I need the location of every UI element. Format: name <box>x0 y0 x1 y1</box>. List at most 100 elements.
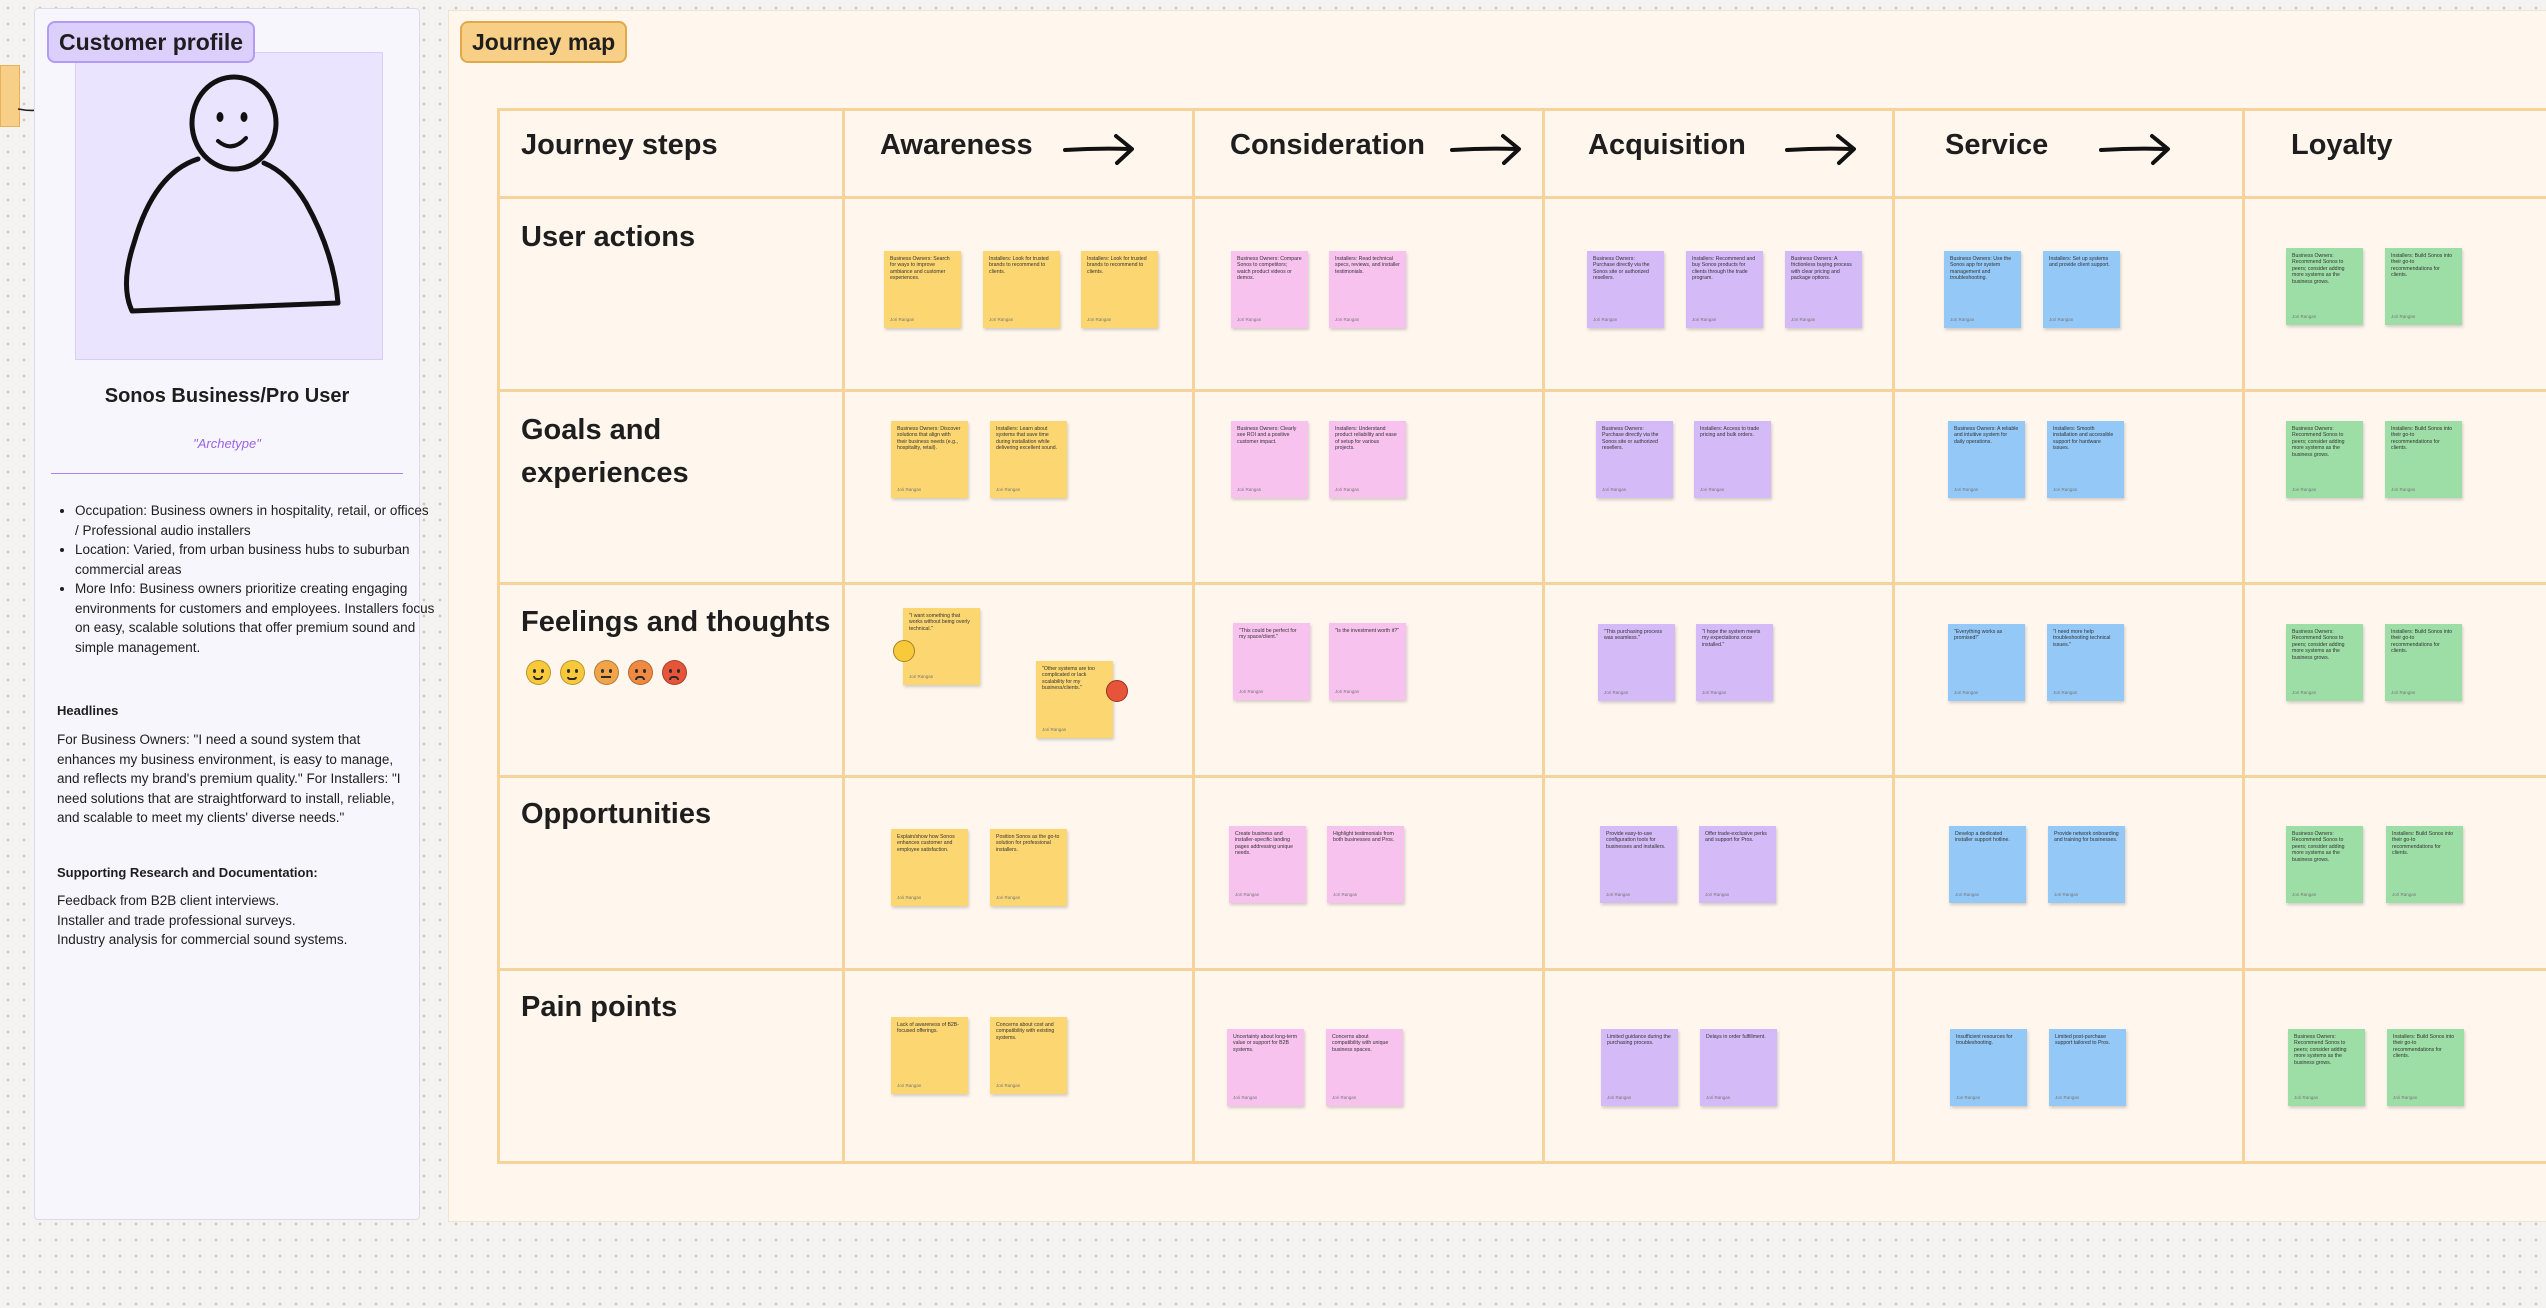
stage-awareness: Awareness <box>880 129 1033 161</box>
research-line: Installer and trade professional surveys… <box>57 913 296 928</box>
persona-archetype: "Archetype" <box>193 436 261 451</box>
sticky-note[interactable]: Business Owners: Purchase directly via t… <box>1596 421 1673 498</box>
sticky-note[interactable]: Installers: Build Sonos into their go-to… <box>2385 624 2462 701</box>
person-sketch-icon <box>123 74 341 314</box>
frowning-face-icon <box>628 660 653 685</box>
sticky-note[interactable]: Installers: Learn about systems that sav… <box>990 421 1067 498</box>
sticky-note[interactable]: Concerns about compatibility with unique… <box>1326 1029 1403 1106</box>
arrow-right-icon <box>1063 134 1134 165</box>
journey-map-label[interactable]: Journey map <box>460 21 628 63</box>
journey-map-section <box>448 10 2546 1222</box>
sticky-note[interactable]: Uncertainty about long-term value or sup… <box>1227 1029 1304 1106</box>
sticky-note[interactable]: Business Owners: Recommend Sonos to peer… <box>2286 248 2363 325</box>
grid-line <box>497 1161 2546 1164</box>
sticky-note[interactable]: "Other systems are too complicated or la… <box>1036 661 1113 738</box>
sticky-note[interactable]: Business Owners: Recommend Sonos to peer… <box>2288 1029 2365 1106</box>
emotion-scale <box>526 660 687 685</box>
angry-face-icon <box>1106 680 1128 702</box>
sticky-note[interactable]: Installers: Access to trade pricing and … <box>1694 421 1771 498</box>
sticky-note[interactable]: Installers: Build Sonos into their go-to… <box>2387 1029 2464 1106</box>
research-heading: Supporting Research and Documentation: <box>57 865 318 880</box>
sticky-note[interactable]: Lack of awareness of B2B-focused offerin… <box>891 1017 968 1094</box>
sticky-note[interactable]: Business Owners: Discover solutions that… <box>891 421 968 498</box>
grid-line <box>497 389 2546 392</box>
grid-line <box>842 108 845 1164</box>
stage-consideration: Consideration <box>1230 129 1425 161</box>
grinning-face-icon <box>893 640 915 662</box>
sticky-note[interactable]: Installers: Look for trusted brands to r… <box>983 251 1060 328</box>
row-opportunities: Opportunities <box>521 798 712 830</box>
sticky-note[interactable]: Installers: Smooth installation and acce… <box>2047 421 2124 498</box>
sticky-note[interactable]: Business Owners: Recommend Sonos to peer… <box>2286 624 2363 701</box>
sticky-note[interactable]: "Everything works as promised!" Jori Rang… <box>1948 624 2025 701</box>
sticky-note[interactable]: Provide network onboarding and training … <box>2048 826 2125 903</box>
sticky-note[interactable]: Develop a dedicated installer support ho… <box>1949 826 2026 903</box>
sticky-note[interactable]: Business Owners: Use the Sonos app for s… <box>1944 251 2021 328</box>
sticky-note[interactable]: Concerns about cost and compatibility wi… <box>990 1017 1067 1094</box>
sticky-note[interactable]: Installers: Look for trusted brands to r… <box>1081 251 1158 328</box>
sticky-note[interactable]: Installers: Build Sonos into their go-to… <box>2385 421 2462 498</box>
sticky-note[interactable]: "This purchasing process was seamless." J… <box>1598 624 1675 701</box>
sticky-note[interactable]: Installers: Read technical specs, review… <box>1329 251 1406 328</box>
sticky-note[interactable]: Explain/show how Sonos enhances customer… <box>891 829 968 906</box>
grid-line <box>1892 108 1895 1164</box>
row-feelings-thoughts: Feelings and thoughts <box>521 606 831 638</box>
grinning-face-icon <box>526 660 551 685</box>
sticky-note[interactable]: Business Owners: A reliable and intuitiv… <box>1948 421 2025 498</box>
sticky-note[interactable]: Highlight testimonials from both busines… <box>1327 826 1404 903</box>
sticky-note[interactable]: Installers: Understand product reliabili… <box>1329 421 1406 498</box>
sticky-note[interactable]: Business Owners: Compare Sonos to compet… <box>1231 251 1308 328</box>
sticky-note[interactable]: Limited guidance during the purchasing p… <box>1601 1029 1678 1106</box>
headlines-text: For Business Owners: "I need a sound sys… <box>57 732 401 825</box>
grid-line <box>497 775 2546 778</box>
row-user-actions: User actions <box>521 221 696 253</box>
sticky-note[interactable]: "I want something that works without bei… <box>903 608 980 685</box>
sticky-note[interactable]: Business Owners: Recommend Sonos to peer… <box>2286 421 2363 498</box>
sticky-note[interactable]: Business Owners: Search for ways to impr… <box>884 251 961 328</box>
sticky-note[interactable]: "I hope the system meets my expectations… <box>1696 624 1773 701</box>
customer-profile-panel: Sonos Business/Pro User "Archetype" Occu… <box>34 8 434 1220</box>
grid-line <box>1192 108 1195 1164</box>
sticky-note[interactable]: Limited post-purchase support tailored t… <box>2049 1029 2126 1106</box>
sticky-note[interactable]: Offer trade-exclusive perks and support … <box>1699 826 1776 903</box>
offscreen-sticky-note[interactable] <box>0 65 20 127</box>
smiling-face-icon <box>560 660 585 685</box>
research-line: Industry analysis for commercial sound s… <box>57 932 348 947</box>
sticky-note[interactable]: "This could be perfect for my space/clie… <box>1233 623 1310 700</box>
sticky-note[interactable]: Provide easy-to-use configuration tools … <box>1600 826 1677 903</box>
headlines-heading: Headlines <box>57 703 119 718</box>
occupation-item: Occupation: Business owners in hospitali… <box>75 501 435 540</box>
grid-line <box>497 968 2546 971</box>
sticky-note[interactable]: Insufficient resources for troubleshooti… <box>1950 1029 2027 1106</box>
grid-line <box>497 108 2546 111</box>
sticky-note[interactable]: Installers: Set up systems and provide c… <box>2043 251 2120 328</box>
sticky-note[interactable]: Installers: Recommend and buy Sonos prod… <box>1686 251 1763 328</box>
stage-service: Service <box>1945 129 2049 161</box>
grid-line <box>497 582 2546 585</box>
stage-loyalty: Loyalty <box>2291 129 2393 161</box>
persona-illustration <box>75 52 383 360</box>
location-item: Location: Varied, from urban business hu… <box>75 540 435 579</box>
row-goals-experiences: Goals and experiences <box>521 414 689 489</box>
customer-profile-label[interactable]: Customer profile <box>47 21 256 63</box>
sticky-note[interactable]: Create business and installer-specific l… <box>1229 826 1306 903</box>
sticky-note[interactable]: Installers: Build Sonos into their go-to… <box>2386 826 2463 903</box>
arrow-right-icon <box>2099 134 2170 165</box>
sticky-note[interactable]: "Is the investment worth it?" Jori Rangan <box>1329 623 1406 700</box>
sticky-note[interactable]: Installers: Build Sonos into their go-to… <box>2385 248 2462 325</box>
angry-face-icon <box>662 660 687 685</box>
grid-line <box>497 108 500 1164</box>
sticky-note[interactable]: Delays in order fulfillment. Jori Rangan <box>1700 1029 1777 1106</box>
divider <box>51 473 403 474</box>
sticky-note[interactable]: Position Sonos as the go-to solution for… <box>990 829 1067 906</box>
more-info-item: More Info: Business owners prioritize cr… <box>75 579 435 657</box>
grid-line <box>2242 108 2245 1164</box>
row-pain-points: Pain points <box>521 991 678 1023</box>
grid-line <box>1542 108 1545 1164</box>
persona-name: Sonos Business/Pro User <box>104 385 350 407</box>
sticky-note[interactable]: Business Owners: Purchase directly via t… <box>1587 251 1664 328</box>
sticky-note[interactable]: Business Owners: A frictionless buying p… <box>1785 251 1862 328</box>
sticky-note[interactable]: "I need more help troubleshooting techni… <box>2047 624 2124 701</box>
sticky-note[interactable]: Business Owners: Clearly see ROI and a p… <box>1231 421 1308 498</box>
sticky-note[interactable]: Business Owners: Recommend Sonos to peer… <box>2286 826 2363 903</box>
